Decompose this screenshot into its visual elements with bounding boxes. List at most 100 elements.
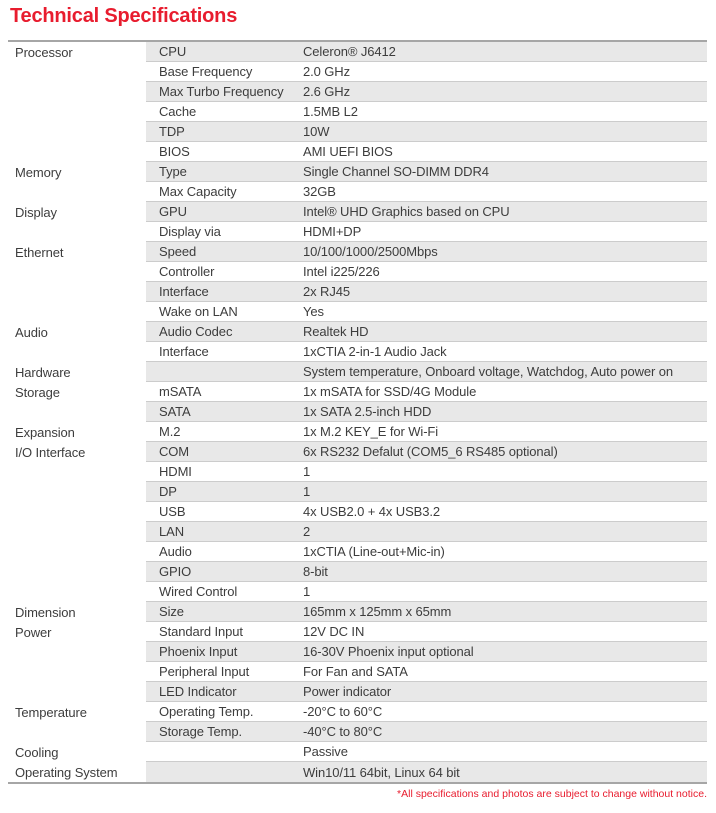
row-band: Passive bbox=[146, 742, 707, 762]
spec-label-cell: Size bbox=[159, 604, 184, 619]
spec-label-cell: Storage Temp. bbox=[159, 724, 243, 739]
category-cell bbox=[8, 662, 146, 682]
spec-value-cell: 2x RJ45 bbox=[303, 284, 350, 299]
row-band: Operating Temp. -20°C to 60°C bbox=[146, 702, 707, 722]
category-cell bbox=[8, 222, 146, 242]
row-band: LED Indicator Power indicator bbox=[146, 682, 707, 702]
category-cell bbox=[8, 502, 146, 522]
spec-value-cell: 1 bbox=[303, 484, 311, 499]
spec-value-cell: HDMI+DP bbox=[303, 224, 362, 239]
table-row: I/O Interface COM 6x RS232 Defalut (COM5… bbox=[8, 442, 707, 462]
row-band: Type Single Channel SO-DIMM DDR4 bbox=[146, 162, 707, 182]
spec-value-cell: Passive bbox=[303, 744, 348, 759]
spec-label-cell: Wired Control bbox=[159, 584, 238, 599]
table-row: Cache 1.5MB L2 bbox=[8, 102, 707, 122]
spec-label-cell: Interface bbox=[159, 284, 209, 299]
spec-label-cell: Interface bbox=[159, 344, 209, 359]
category-cell bbox=[8, 262, 146, 282]
table-row: Wired Control 1 bbox=[8, 582, 707, 602]
spec-value-cell: Celeron® J6412 bbox=[303, 44, 396, 59]
row-band: Interface 1xCTIA 2-in-1 Audio Jack bbox=[146, 342, 707, 362]
table-row: Temperature Operating Temp. -20°C to 60°… bbox=[8, 702, 707, 722]
table-row: Operating System Win10/11 64bit, Linux 6… bbox=[8, 762, 707, 782]
table-row: Audio Audio Codec Realtek HD bbox=[8, 322, 707, 342]
category-cell: Audio bbox=[8, 322, 146, 342]
spec-label-cell bbox=[146, 362, 303, 381]
spec-label-cell bbox=[146, 742, 303, 761]
category-cell: Expansion bbox=[8, 422, 146, 442]
spec-value-cell: Intel® UHD Graphics based on CPU bbox=[303, 204, 510, 219]
category-cell: Dimension bbox=[8, 602, 146, 622]
table-row: LED Indicator Power indicator bbox=[8, 682, 707, 702]
spec-value-cell: 1 bbox=[303, 584, 311, 599]
row-band: Base Frequency 2.0 GHz bbox=[146, 62, 707, 82]
row-band: Size 165mm x 125mm x 65mm bbox=[146, 602, 707, 622]
spec-label-cell: COM bbox=[159, 444, 190, 459]
spec-value-cell: 1x mSATA for SSD/4G Module bbox=[303, 384, 477, 399]
row-band: HDMI 1 bbox=[146, 462, 707, 482]
spec-value-cell: 10/100/1000/2500Mbps bbox=[303, 244, 438, 259]
table-row: Base Frequency 2.0 GHz bbox=[8, 62, 707, 82]
category-cell: Hardware bbox=[8, 362, 146, 382]
table-row: Wake on LAN Yes bbox=[8, 302, 707, 322]
spec-value-cell: 16-30V Phoenix input optional bbox=[303, 644, 474, 659]
row-band: Max Capacity 32GB bbox=[146, 182, 707, 202]
spec-label-cell: M.2 bbox=[159, 424, 181, 439]
table-row: BIOS AMI UEFI BIOS bbox=[8, 142, 707, 162]
category-cell: I/O Interface bbox=[8, 442, 146, 462]
row-band: M.2 1x M.2 KEY_E for Wi-Fi bbox=[146, 422, 707, 442]
spec-label-cell: CPU bbox=[159, 44, 187, 59]
row-band: Controller Intel i225/226 bbox=[146, 262, 707, 282]
spec-label-cell: Max Turbo Frequency bbox=[159, 84, 284, 99]
row-band: Wake on LAN Yes bbox=[146, 302, 707, 322]
spec-value-cell: 1.5MB L2 bbox=[303, 104, 358, 119]
spec-value-cell: -20°C to 60°C bbox=[303, 704, 383, 719]
spec-label-cell: Speed bbox=[159, 244, 197, 259]
category-cell bbox=[8, 722, 146, 742]
spec-label-cell: Cache bbox=[159, 104, 197, 119]
spec-label-cell: TDP bbox=[159, 124, 185, 139]
spec-value-cell: 1xCTIA (Line-out+Mic-in) bbox=[303, 544, 445, 559]
spec-label-cell: Operating Temp. bbox=[159, 704, 254, 719]
category-cell: Power bbox=[8, 622, 146, 642]
category-cell bbox=[8, 282, 146, 302]
row-band: mSATA 1x mSATA for SSD/4G Module bbox=[146, 382, 707, 402]
spec-value-cell: Single Channel SO-DIMM DDR4 bbox=[303, 164, 489, 179]
row-band: System temperature, Onboard voltage, Wat… bbox=[146, 362, 707, 382]
table-row: SATA 1x SATA 2.5-inch HDD bbox=[8, 402, 707, 422]
table-row: Hardware System temperature, Onboard vol… bbox=[8, 362, 707, 382]
table-row: Max Capacity 32GB bbox=[8, 182, 707, 202]
spec-value-cell: 1x M.2 KEY_E for Wi-Fi bbox=[303, 424, 439, 439]
row-band: SATA 1x SATA 2.5-inch HDD bbox=[146, 402, 707, 422]
spec-value-cell: 2.6 GHz bbox=[303, 84, 350, 99]
spec-value-cell: Yes bbox=[303, 304, 324, 319]
spec-value-cell: 32GB bbox=[303, 184, 336, 199]
table-row: USB 4x USB2.0 + 4x USB3.2 bbox=[8, 502, 707, 522]
row-band: Wired Control 1 bbox=[146, 582, 707, 602]
row-band: Peripheral Input For Fan and SATA bbox=[146, 662, 707, 682]
category-cell bbox=[8, 582, 146, 602]
table-row: GPIO 8-bit bbox=[8, 562, 707, 582]
spec-label-cell: USB bbox=[159, 504, 186, 519]
page-title: Technical Specifications bbox=[10, 5, 238, 27]
category-cell: Display bbox=[8, 202, 146, 222]
category-cell bbox=[8, 182, 146, 202]
spec-label-cell: Audio Codec bbox=[159, 324, 233, 339]
row-band: DP 1 bbox=[146, 482, 707, 502]
spec-label-cell: GPU bbox=[159, 204, 187, 219]
category-cell bbox=[8, 522, 146, 542]
category-cell: Memory bbox=[8, 162, 146, 182]
row-band: Standard Input 12V DC IN bbox=[146, 622, 707, 642]
category-cell bbox=[8, 122, 146, 142]
row-band: COM 6x RS232 Defalut (COM5_6 RS485 optio… bbox=[146, 442, 707, 462]
spec-value-cell: Win10/11 64bit, Linux 64 bit bbox=[303, 764, 460, 780]
category-cell bbox=[8, 562, 146, 582]
table-row: Interface 1xCTIA 2-in-1 Audio Jack bbox=[8, 342, 707, 362]
spec-label-cell: Base Frequency bbox=[159, 64, 253, 79]
spec-value-cell: -40°C to 80°C bbox=[303, 724, 383, 739]
table-row: Peripheral Input For Fan and SATA bbox=[8, 662, 707, 682]
row-band: LAN 2 bbox=[146, 522, 707, 542]
spec-value-cell: 10W bbox=[303, 124, 330, 139]
category-cell: Cooling bbox=[8, 742, 146, 762]
spec-value-cell: For Fan and SATA bbox=[303, 664, 408, 679]
